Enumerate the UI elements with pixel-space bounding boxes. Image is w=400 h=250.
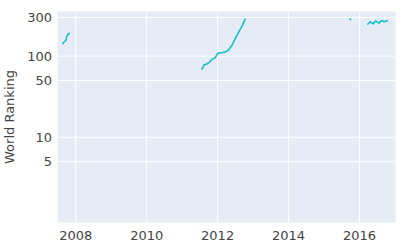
x-tick-label: 2010 <box>130 228 163 243</box>
chart-container: 5 10 50 100 300 2008 2010 2012 2014 2016 World Ran… <box>0 0 400 250</box>
x-grid-line <box>75 12 76 222</box>
y-grid-line <box>58 80 395 81</box>
y-grid-line <box>58 56 395 57</box>
y-grid-line <box>58 17 395 18</box>
y-tick-label: 300 <box>27 10 52 25</box>
x-tick-label: 2016 <box>343 228 376 243</box>
y-grid-line <box>58 137 395 138</box>
x-tick-label: 2014 <box>272 228 305 243</box>
chart: 5 10 50 100 300 2008 2010 2012 2014 2016 World Ran… <box>0 0 400 250</box>
x-grid-line <box>146 12 147 222</box>
y-tick-label: 50 <box>35 73 52 88</box>
x-grid-line <box>288 12 289 222</box>
y-axis-label: World Ranking <box>2 70 17 164</box>
y-grid-line <box>58 161 395 162</box>
x-tick-label: 2012 <box>201 228 234 243</box>
line-series <box>63 19 388 70</box>
x-grid-line <box>217 12 218 222</box>
plot-background <box>58 12 395 222</box>
y-tick-label: 10 <box>35 130 52 145</box>
y-tick-label: 100 <box>27 49 52 64</box>
x-tick-label: 2008 <box>59 228 92 243</box>
y-tick-label: 5 <box>44 154 52 169</box>
plot-area <box>63 19 388 70</box>
x-grid-line <box>359 12 360 222</box>
